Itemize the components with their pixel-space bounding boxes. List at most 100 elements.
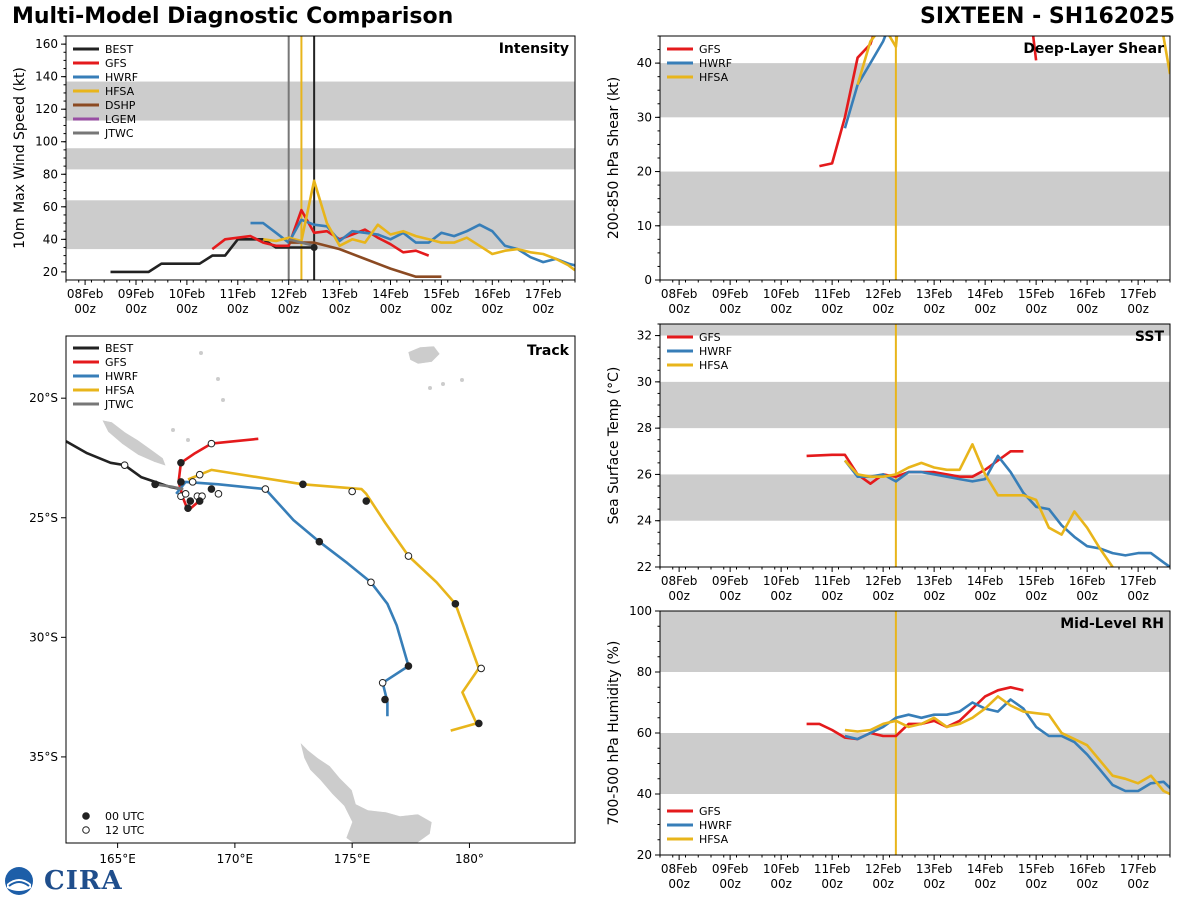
storm-id-title: SIXTEEN - SH162025 (919, 4, 1175, 29)
track-marker (177, 478, 185, 486)
rh-xtick-label: 13Feb (916, 862, 953, 876)
sst-xtick-label: 09Feb (712, 574, 749, 588)
sst-xtick-label-hour: 00z (1076, 589, 1098, 603)
shear-xtick-label: 12Feb (865, 287, 902, 301)
island-4 (186, 438, 190, 442)
sst-xtick-label-hour: 00z (1025, 589, 1047, 603)
rh-xtick-label: 09Feb (712, 862, 749, 876)
island-3 (171, 428, 175, 432)
track-series-hfsa (187, 468, 481, 732)
shear-xtick-label: 08Feb (661, 287, 698, 301)
intensity-series-gfs (211, 208, 430, 257)
rh-ytick-label: 60 (637, 726, 652, 740)
rh-xtick-label: 10Feb (763, 862, 800, 876)
intensity-legend-label-lgem: LGEM (105, 113, 136, 126)
rh-xtick-label-hour: 00z (1127, 877, 1149, 891)
island-0 (199, 351, 203, 355)
shear-legend-label-hfsa: HFSA (699, 71, 729, 84)
track-marker-hfsa (404, 552, 413, 560)
intensity-xtick-label-hour: 00z (227, 302, 249, 316)
rh-xtick-label: 08Feb (661, 862, 698, 876)
sst-xtick-label-hour: 00z (719, 589, 741, 603)
shear-xtick-label-hour: 00z (719, 302, 741, 316)
sst-xtick-label-hour: 00z (770, 589, 792, 603)
shear-xtick-label: 16Feb (1069, 287, 1106, 301)
track-marker-hfsa (362, 497, 371, 505)
shear-xtick-label: 10Feb (763, 287, 800, 301)
track-xtick-label: 175°E (334, 852, 371, 866)
sst-band-1 (660, 381, 1170, 429)
island-8 (460, 378, 464, 382)
intensity-ytick-label: 100 (35, 135, 58, 149)
intensity-xtick-label: 14Feb (372, 287, 409, 301)
figure-title: Multi-Model Diagnostic Comparison (12, 4, 454, 29)
intensity-title: Intensity (499, 41, 569, 57)
intensity-band-2 (66, 81, 575, 121)
intensity-xtick-label-hour: 00z (431, 302, 453, 316)
sst-xtick-label-hour: 00z (923, 589, 945, 603)
sst-xtick-label: 15Feb (1018, 574, 1055, 588)
shear-band-1 (660, 63, 1170, 118)
rh-xtick-label: 15Feb (1018, 862, 1055, 876)
track-marker-hwrf (261, 485, 270, 493)
panel-rh: 2040608010008Feb00z09Feb00z10Feb00z11Feb… (606, 604, 1171, 891)
intensity-series-jtwc (288, 238, 315, 248)
rh-band-1 (660, 611, 1170, 672)
track-marker-legend-label: 12 UTC (105, 824, 145, 837)
track-marker-legend-label: 00 UTC (105, 810, 145, 823)
sst-xtick-label: 11Feb (814, 574, 851, 588)
track-ytick-label: 35°S (29, 750, 58, 764)
intensity-legend-label-dshp: DSHP (105, 99, 136, 112)
intensity-ytick-label: 160 (35, 37, 58, 51)
shear-ylabel: 200-850 hPa Shear (kt) (606, 77, 622, 239)
shear-xtick-label-hour: 00z (821, 302, 843, 316)
shear-ytick-label: 20 (637, 165, 652, 179)
shear-legend-label-gfs: GFS (699, 43, 721, 56)
sst-xtick-label-hour: 00z (974, 589, 996, 603)
track-marker-gfs (207, 439, 216, 448)
shear-xtick-label-hour: 00z (1076, 302, 1098, 316)
track-ytick-label: 25°S (29, 511, 58, 525)
track-marker-hwrf (381, 695, 389, 704)
track-marker-legend-symbol (82, 812, 90, 820)
shear-xtick-label-hour: 00z (974, 302, 996, 316)
track-legend-label-best: BEST (105, 342, 133, 355)
sst-series-hfsa (843, 442, 1114, 567)
shear-xtick-label: 09Feb (712, 287, 749, 301)
track-marker-best (120, 461, 129, 469)
intensity-ylabel: 10m Max Wind Speed (kt) (12, 67, 28, 249)
sst-xtick-label-hour: 00z (872, 589, 894, 603)
rh-ytick-label: 100 (629, 604, 652, 618)
sst-legend-label-gfs: GFS (699, 331, 721, 344)
intensity-xtick-label-hour: 00z (74, 302, 96, 316)
rh-xtick-label-hour: 00z (872, 877, 894, 891)
intensity-xtick-label: 11Feb (220, 287, 257, 301)
intensity-series-dshp (288, 241, 442, 279)
sst-ytick-label: 32 (637, 329, 652, 343)
shear-xtick-label-hour: 00z (770, 302, 792, 316)
shear-xtick-label: 11Feb (814, 287, 851, 301)
track-title: Track (527, 343, 570, 359)
shear-band-0 (660, 171, 1170, 226)
rh-xtick-label: 11Feb (814, 862, 851, 876)
track-marker-hfsa (451, 600, 460, 608)
track-marker-hfsa (348, 487, 356, 496)
rh-title: Mid-Level RH (1060, 616, 1164, 632)
track-legend-label-hfsa: HFSA (105, 384, 135, 397)
panel-shear: 01020304008Feb00z09Feb00z10Feb00z11Feb00… (606, 35, 1171, 316)
intensity-xtick-label-hour: 00z (278, 302, 300, 316)
island-7 (428, 386, 432, 390)
shear-xtick-label: 14Feb (967, 287, 1004, 301)
track-marker-hfsa (195, 470, 204, 479)
intensity-ytick-label: 120 (35, 102, 58, 116)
track-marker (214, 490, 223, 498)
intensity-xtick-label-hour: 00z (176, 302, 198, 316)
sst-ylabel: Sea Surface Temp (°C) (606, 367, 622, 525)
track-marker (188, 478, 197, 486)
track-legend-label-hwrf: HWRF (105, 370, 138, 383)
island-2 (221, 398, 225, 402)
intensity-best-current-marker (310, 243, 318, 251)
sst-xtick-label-hour: 00z (821, 589, 843, 603)
shear-xtick-label-hour: 00z (1127, 302, 1149, 316)
intensity-legend-label-best: BEST (105, 43, 133, 56)
